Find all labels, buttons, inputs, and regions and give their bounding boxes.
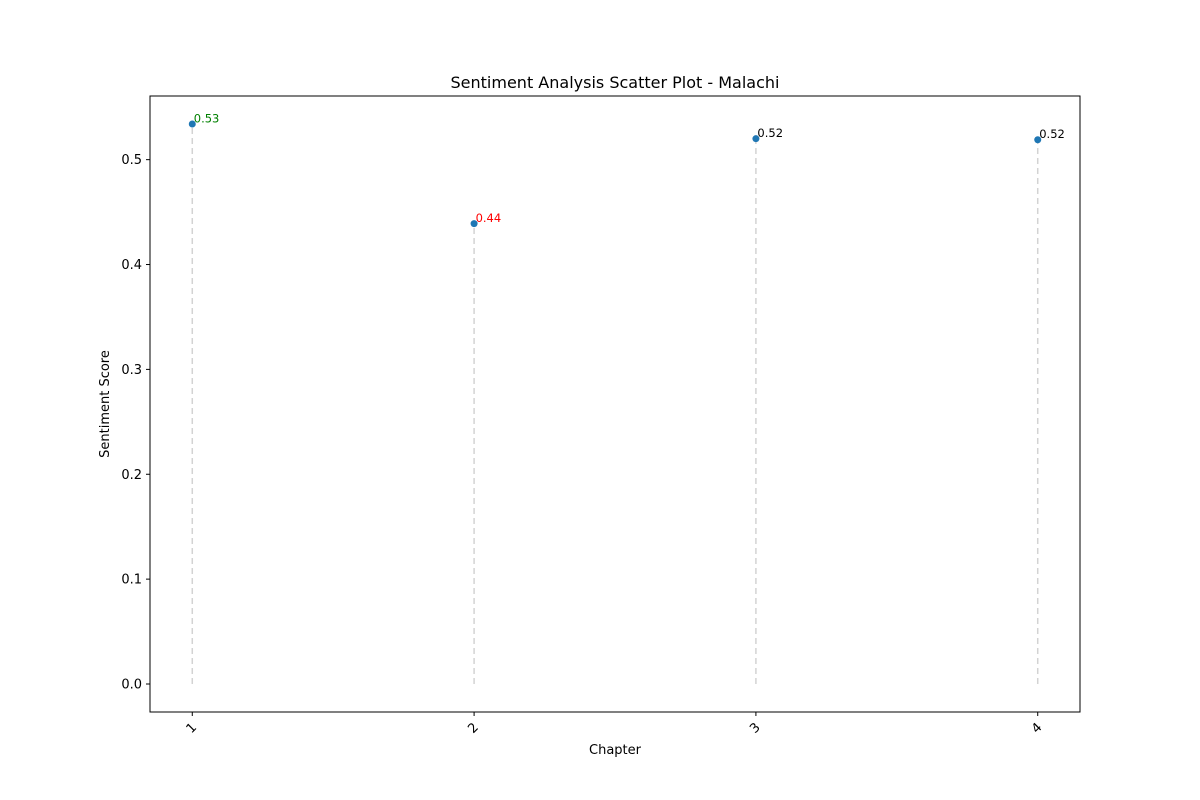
- data-label: 0.52: [1039, 127, 1065, 141]
- data-point: [188, 120, 196, 128]
- y-axis-label: Sentiment Score: [98, 350, 113, 458]
- stem-lines: [191, 124, 1039, 684]
- data-label: 0.53: [194, 112, 220, 126]
- data-point: [752, 135, 760, 143]
- plot-frame: [149, 95, 1081, 713]
- y-tick-label: 0.3: [121, 363, 142, 378]
- y-tick-label: 0.2: [121, 468, 142, 483]
- y-axis-ticks: 0.0 0.1 0.2 0.3 0.4 0.5: [121, 153, 150, 693]
- data-label: 0.52: [757, 126, 783, 140]
- y-tick-label: 0.4: [121, 258, 142, 273]
- y-tick-label: 0.0: [121, 678, 142, 693]
- data-label: 0.44: [476, 211, 502, 225]
- data-labels: 0.53 0.44 0.52 0.52: [194, 112, 1065, 226]
- y-tick-label: 0.1: [121, 573, 142, 588]
- y-tick-label: 0.5: [121, 153, 142, 168]
- x-axis-label: Chapter: [589, 743, 642, 758]
- data-point: [1034, 136, 1042, 144]
- chart-title: Sentiment Analysis Scatter Plot - Malach…: [451, 73, 780, 92]
- data-point: [470, 220, 478, 228]
- data-points: [188, 120, 1042, 228]
